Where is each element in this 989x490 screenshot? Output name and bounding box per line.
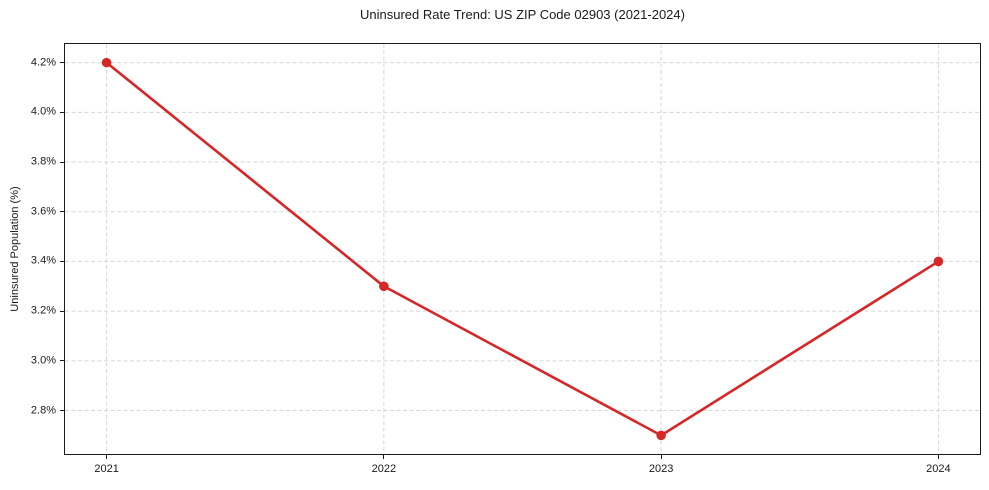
- x-tick-label: 2024: [926, 463, 951, 475]
- x-tick-label: 2022: [371, 463, 397, 475]
- data-point-marker: [933, 256, 944, 267]
- x-tick-label: 2021: [94, 463, 119, 475]
- y-tick-mark: [60, 111, 64, 113]
- y-tick-mark: [60, 161, 64, 163]
- data-point-marker: [656, 430, 666, 441]
- y-tick-mark: [60, 310, 64, 312]
- y-axis-label: Uninsured Population (%): [9, 186, 21, 312]
- chart-title: Uninsured Rate Trend: US ZIP Code 02903 …: [360, 7, 685, 22]
- y-tick-label: 3.6%: [30, 205, 56, 218]
- plot-area: [64, 43, 981, 455]
- y-tick-label: 2.8%: [30, 404, 56, 416]
- line-plot-svg: [65, 44, 980, 454]
- x-tick-mark: [106, 455, 108, 459]
- y-tick-mark: [60, 410, 64, 411]
- y-tick-label: 4.0%: [30, 105, 56, 118]
- x-tick-mark: [937, 455, 939, 459]
- y-tick-mark: [60, 62, 64, 64]
- y-tick-label: 3.0%: [30, 354, 56, 367]
- y-tick-label: 4.2%: [30, 56, 56, 69]
- data-point-marker: [379, 281, 389, 292]
- data-point-marker: [101, 57, 112, 68]
- y-tick-mark: [60, 360, 64, 362]
- x-tick-mark: [383, 455, 385, 459]
- x-tick-mark: [660, 455, 662, 459]
- y-tick-mark: [60, 211, 64, 213]
- y-tick-mark: [60, 260, 64, 262]
- uninsured-rate-line: [105, 61, 940, 437]
- y-tick-label: 3.8%: [30, 155, 56, 168]
- x-tick-label: 2023: [648, 463, 674, 475]
- y-tick-label: 3.2%: [30, 304, 56, 317]
- y-tick-label: 3.4%: [30, 254, 56, 267]
